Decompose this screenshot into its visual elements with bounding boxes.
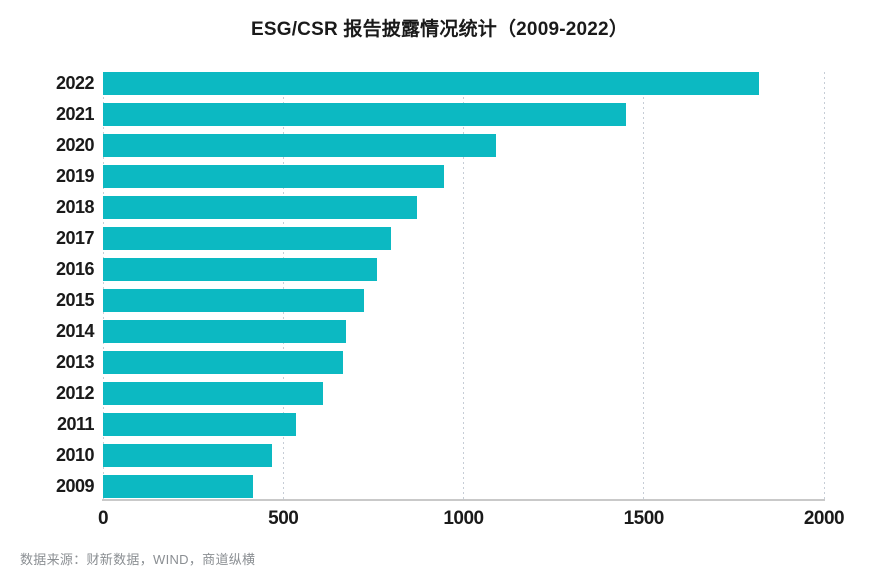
bar-2014 xyxy=(103,320,347,343)
y-axis-label-2022: 2022 xyxy=(55,73,95,93)
source-note: 数据来源：财新数据，WIND，商道纵横 xyxy=(20,552,256,567)
bar-2018 xyxy=(103,196,417,219)
bar-2010 xyxy=(103,444,273,467)
y-axis-label-2018: 2018 xyxy=(55,197,95,217)
x-axis-label-1000: 1000 xyxy=(443,508,484,529)
y-axis-label-2019: 2019 xyxy=(55,166,95,186)
x-axis-label-2000: 2000 xyxy=(803,508,845,529)
y-axis-label-2013: 2013 xyxy=(55,352,95,372)
y-axis-label-2011: 2011 xyxy=(56,414,95,434)
y-axis-label-2010: 2010 xyxy=(55,445,95,465)
bar-2009 xyxy=(103,475,253,498)
bar-2011 xyxy=(103,413,296,436)
y-axis-label-2009: 2009 xyxy=(55,476,95,496)
bar-2016 xyxy=(103,258,377,281)
bar-2013 xyxy=(103,351,343,374)
y-axis-label-2021: 2021 xyxy=(55,104,95,124)
y-axis-label-2016: 2016 xyxy=(55,259,95,279)
y-axis-label-2012: 2012 xyxy=(55,383,95,403)
bar-2021 xyxy=(103,103,626,126)
gridline-0 xyxy=(102,72,104,500)
bar-2012 xyxy=(103,382,323,405)
bar-2022 xyxy=(103,72,760,95)
gridline-500 xyxy=(282,72,284,500)
chart-title: ESG/CSR 报告披露情况统计（2009-2022） xyxy=(250,19,629,40)
gridline-2000 xyxy=(823,72,825,500)
x-axis-label-0: 0 xyxy=(97,508,109,529)
x-axis-label-1500: 1500 xyxy=(623,508,665,529)
bar-2019 xyxy=(103,165,444,188)
bar-2020 xyxy=(103,134,496,157)
x-axis-label-500: 500 xyxy=(268,508,299,529)
plot-area xyxy=(102,72,825,500)
bar-2015 xyxy=(103,289,365,312)
y-axis-label-2015: 2015 xyxy=(55,290,95,310)
y-axis-label-2020: 2020 xyxy=(55,135,95,155)
y-axis-label-2017: 2017 xyxy=(55,228,95,248)
bar-2017 xyxy=(103,227,392,250)
x-axis-line xyxy=(102,499,825,501)
gridline-1500 xyxy=(643,72,645,500)
y-axis-label-2014: 2014 xyxy=(55,321,95,341)
gridline-1000 xyxy=(463,72,464,500)
